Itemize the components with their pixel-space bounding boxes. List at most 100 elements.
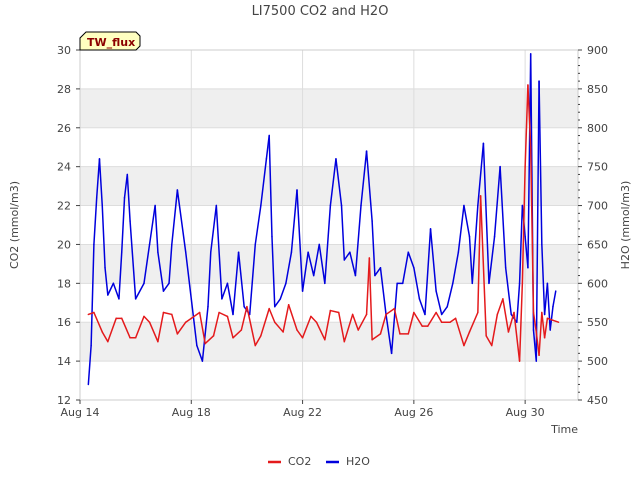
- series-co2-segment: [521, 165, 526, 285]
- series-h2o-segment: [535, 80, 540, 362]
- series-co2-segment: [477, 195, 482, 314]
- series-h2o-segment: [184, 251, 193, 300]
- series-co2-segment: [449, 317, 457, 323]
- series-h2o-segment: [226, 282, 234, 316]
- y-left-tick-label: 24: [57, 161, 71, 174]
- series-h2o-segment: [98, 158, 104, 207]
- series-co2-segment: [101, 331, 109, 343]
- x-tick-label: Aug 30: [506, 406, 545, 419]
- series-co2-segment: [357, 313, 368, 331]
- series-h2o-segment: [126, 173, 131, 222]
- y-right-tick-label: 700: [587, 200, 608, 213]
- series-h2o-segment: [285, 251, 293, 285]
- chart-title: LI7500 CO2 and H2O: [252, 4, 389, 19]
- series-h2o-segment: [215, 204, 223, 300]
- series-h2o-segment: [107, 282, 115, 296]
- series-h2o-segment: [129, 220, 137, 300]
- series-h2o-segment: [112, 282, 120, 300]
- series-h2o-segment: [552, 290, 557, 308]
- series-co2-segment: [246, 305, 257, 347]
- series-h2o-segment: [104, 267, 109, 296]
- y-left-tick-label: 16: [57, 316, 71, 329]
- series-h2o-segment: [162, 282, 170, 292]
- series-h2o-segment: [413, 267, 421, 300]
- series-co2-segment: [134, 315, 145, 339]
- series-co2-segment: [310, 315, 318, 323]
- y-left-tick-label: 30: [57, 44, 71, 57]
- series-h2o-segment: [260, 158, 268, 207]
- y-left-tick-label: 14: [57, 355, 71, 368]
- series-h2o-segment: [365, 150, 373, 222]
- series-h2o-segment: [143, 243, 151, 285]
- series-h2o-segment: [329, 158, 337, 207]
- series-h2o-segment: [477, 142, 485, 207]
- series-co2-segment: [407, 311, 415, 335]
- plot-band: [80, 322, 578, 362]
- legend: CO2 H2O: [268, 455, 370, 468]
- series-h2o-segment: [95, 158, 101, 199]
- series-co2-segment: [491, 313, 499, 347]
- series-h2o-segment: [488, 235, 496, 285]
- badge-label: TW_flux: [87, 36, 135, 49]
- y-right-tick-label: 850: [587, 83, 608, 96]
- y-left-tick-label: 22: [57, 200, 71, 213]
- series-co2-segment: [171, 313, 179, 335]
- series-co2-segment: [87, 311, 95, 316]
- series-h2o-segment: [407, 251, 415, 269]
- series-h2o-segment: [343, 251, 351, 261]
- series-h2o-segment: [101, 204, 106, 269]
- y-left-tick-label: 12: [57, 394, 71, 407]
- series-co2-segment: [315, 321, 326, 341]
- series-co2-segment: [287, 303, 298, 331]
- y-right-tick-label: 450: [587, 394, 608, 407]
- series-co2-segment: [527, 84, 532, 148]
- series-h2o-segment: [176, 189, 187, 253]
- series-h2o-segment: [157, 251, 165, 292]
- series-h2o-segment: [468, 235, 474, 285]
- series-h2o-segment: [190, 298, 198, 347]
- series-h2o-segment: [335, 158, 343, 207]
- series-co2-segment: [296, 329, 304, 339]
- series-co2-segment: [552, 319, 560, 323]
- series-h2o-segment: [424, 228, 432, 316]
- series-h2o-segment: [527, 53, 532, 269]
- series-co2-segment: [282, 303, 290, 333]
- series-h2o-segment: [154, 204, 159, 253]
- series-h2o-segment: [516, 282, 521, 323]
- series-co2-segment: [496, 298, 504, 316]
- series-h2o-segment: [435, 290, 443, 316]
- series-h2o-segment: [385, 313, 393, 355]
- site-badge: TW_flux: [79, 31, 141, 51]
- series-co2-segment: [232, 329, 243, 339]
- series-co2-segment: [513, 311, 521, 362]
- series-h2o-segment: [349, 251, 357, 277]
- series-h2o-segment: [237, 251, 245, 308]
- x-axis-label: Time: [550, 423, 578, 436]
- plot-frame: [79, 49, 579, 401]
- series-co2-segment: [93, 311, 104, 333]
- series-co2-segment: [435, 311, 443, 323]
- y-left-tick-label: 20: [57, 238, 71, 251]
- plot-band: [80, 244, 578, 284]
- series-co2-segment: [427, 311, 437, 327]
- series-h2o-segment: [148, 204, 156, 246]
- series-h2o-segment: [271, 235, 276, 308]
- x-tick-label: Aug 18: [172, 406, 211, 419]
- series-h2o-segment: [543, 282, 549, 316]
- series-h2o-segment: [446, 282, 454, 308]
- series-h2o-segment: [549, 305, 554, 331]
- series-h2o-segment: [401, 251, 410, 285]
- series-co2-segment: [268, 307, 276, 323]
- series-co2-segment: [546, 317, 554, 322]
- series-layer: [87, 53, 560, 386]
- y-right-tick-label: 750: [587, 161, 608, 174]
- series-h2o-segment: [360, 150, 368, 207]
- series-h2o: [87, 53, 557, 386]
- series-co2-segment: [543, 317, 549, 339]
- series-co2-segment: [529, 146, 535, 314]
- x-tick-label: Aug 14: [61, 406, 100, 419]
- series-h2o-segment: [301, 251, 309, 292]
- series-co2-segment: [184, 317, 193, 323]
- series-co2-segment: [379, 313, 387, 335]
- series-co2-segment: [385, 307, 396, 316]
